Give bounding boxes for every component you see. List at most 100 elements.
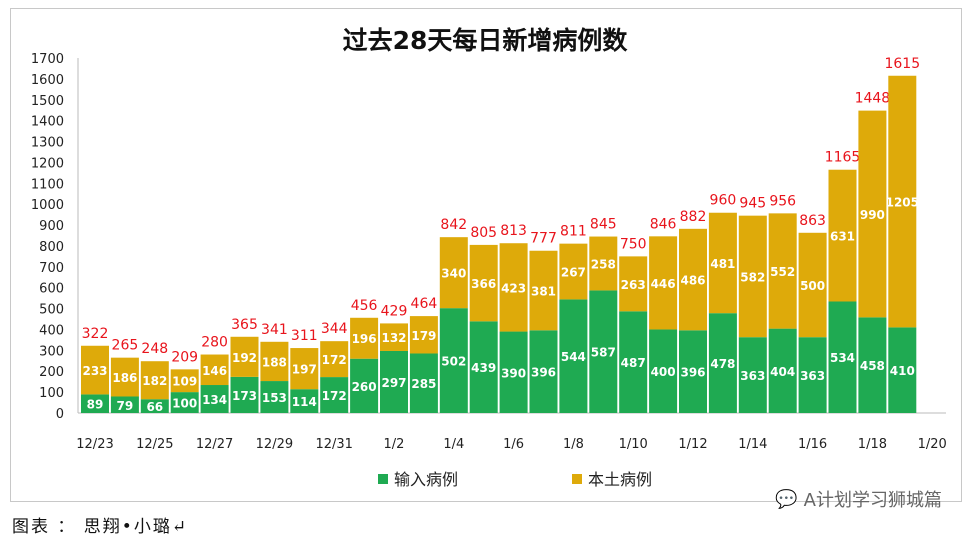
bar-imported [798, 337, 827, 413]
bar-value-label: 100 [172, 397, 197, 411]
bar-value-label: 390 [501, 366, 526, 380]
total-label: 341 [261, 322, 288, 338]
chart-frame [10, 8, 962, 502]
total-label: 813 [500, 223, 527, 239]
bar-imported [708, 313, 737, 413]
bar-value-label: 196 [352, 332, 377, 346]
bar-value-label: 172 [322, 353, 347, 367]
bar-imported [589, 290, 618, 413]
bar-value-label: 487 [621, 356, 646, 370]
bar-local [140, 361, 169, 400]
y-tick-label: 1600 [31, 73, 64, 88]
bar-value-label: 182 [142, 374, 167, 388]
y-tick-label: 1000 [31, 198, 64, 213]
bar-value-label: 267 [561, 266, 586, 280]
bar-imported [409, 353, 438, 413]
bar-imported [619, 311, 648, 413]
bar-value-label: 260 [352, 380, 377, 394]
bar-imported [170, 392, 199, 413]
bar-local [619, 256, 648, 312]
bar-value-label: 258 [591, 257, 616, 271]
y-tick-label: 300 [39, 344, 64, 359]
bar-value-label: 500 [800, 279, 825, 293]
bar-value-label: 458 [860, 359, 885, 373]
bar-local [499, 243, 528, 332]
bar-imported [439, 308, 468, 413]
bar-value-label: 534 [830, 351, 855, 365]
bar-imported [738, 337, 767, 413]
bar-local [81, 345, 109, 395]
watermark: 💬 A计划学习狮城篇 [775, 486, 942, 512]
bar-local [409, 316, 438, 354]
bar-local [170, 369, 199, 393]
y-tick-label: 1500 [31, 94, 64, 109]
bar-value-label: 363 [740, 369, 765, 383]
x-tick-label: 1/2 [384, 437, 405, 452]
total-label: 248 [141, 341, 168, 357]
bar-value-label: 396 [531, 366, 556, 380]
bar-value-label: 146 [202, 364, 227, 378]
bar-local [828, 169, 857, 302]
bar-value-label: 486 [680, 274, 705, 288]
bar-value-label: 990 [860, 208, 885, 222]
bar-value-label: 173 [232, 389, 257, 403]
bar-value-label: 79 [117, 399, 134, 413]
bar-imported [140, 399, 169, 413]
bar-imported [559, 299, 588, 413]
total-label: 960 [710, 193, 737, 209]
bar-local [798, 232, 827, 338]
total-label: 1615 [884, 56, 920, 72]
footer-credit: 图表 ： 思翔•小璐↵ [12, 517, 189, 537]
wechat-icon: 💬 [775, 488, 798, 510]
y-tick-label: 400 [39, 323, 64, 338]
y-tick-label: 0 [56, 407, 64, 422]
bar-local [679, 228, 707, 331]
x-tick-label: 1/16 [798, 437, 827, 452]
bar-value-label: 114 [292, 395, 317, 409]
x-tick-label: 1/14 [738, 437, 767, 452]
bar-local [230, 336, 259, 377]
bar-imported [888, 327, 917, 413]
legend-swatch [378, 474, 388, 484]
bar-value-label: 186 [112, 371, 137, 385]
x-tick-label: 12/31 [315, 437, 352, 452]
bar-value-label: 366 [471, 277, 496, 291]
bar-value-label: 400 [651, 365, 676, 379]
y-tick-label: 1700 [31, 52, 64, 67]
bar-local [529, 250, 558, 331]
y-tick-label: 700 [39, 261, 64, 276]
total-label: 882 [680, 209, 707, 225]
bar-value-label: 381 [531, 285, 556, 299]
y-tick-label: 1200 [31, 156, 64, 171]
total-label: 464 [411, 296, 438, 312]
total-label: 956 [769, 193, 796, 209]
bar-value-label: 446 [651, 277, 676, 291]
total-label: 846 [650, 216, 677, 232]
y-tick-label: 500 [39, 303, 64, 318]
y-tick-label: 800 [39, 240, 64, 255]
bar-imported [649, 329, 678, 413]
bar-value-label: 89 [87, 398, 104, 412]
total-label: 280 [201, 335, 228, 351]
bar-imported [380, 350, 408, 413]
bar-value-label: 478 [710, 357, 735, 371]
bar-local [738, 215, 767, 338]
x-tick-label: 12/23 [76, 437, 113, 452]
bar-value-label: 153 [262, 391, 287, 405]
bar-local [888, 75, 917, 328]
bar-value-label: 134 [202, 393, 227, 407]
total-label: 456 [351, 298, 378, 314]
bar-value-label: 631 [830, 230, 855, 244]
total-label: 265 [112, 338, 139, 354]
y-tick-label: 900 [39, 219, 64, 234]
x-tick-label: 1/8 [563, 437, 584, 452]
bar-imported [828, 301, 857, 413]
bar-local [708, 212, 737, 314]
bar-imported [499, 331, 528, 413]
bar-value-label: 1205 [886, 196, 919, 210]
y-tick-label: 600 [39, 282, 64, 297]
bar-local [559, 243, 588, 300]
x-tick-label: 12/27 [196, 437, 233, 452]
y-tick-label: 200 [39, 365, 64, 380]
